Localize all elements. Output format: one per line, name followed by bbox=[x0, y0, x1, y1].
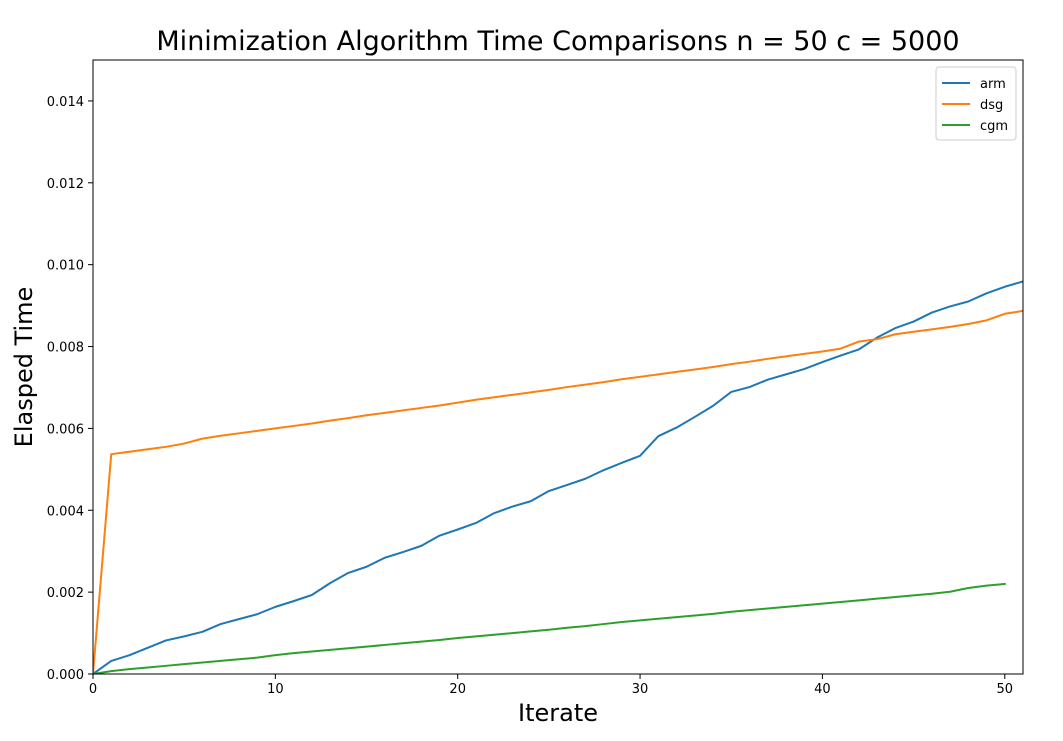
legend-label-cgm: cgm bbox=[980, 119, 1008, 134]
series-layer bbox=[93, 280, 1023, 674]
y-tick-label: 0.006 bbox=[47, 422, 84, 437]
y-tick-label: 0.010 bbox=[47, 259, 84, 274]
legend-box bbox=[935, 66, 1017, 141]
x-tick-label: 40 bbox=[814, 682, 831, 697]
x-axis-ticks: 0 10 20 30 40 50 bbox=[89, 674, 1013, 697]
y-tick-label: 0.000 bbox=[47, 668, 84, 683]
x-tick-label: 0 bbox=[89, 682, 97, 697]
x-tick-label: 20 bbox=[449, 682, 466, 697]
y-tick-label: 0.008 bbox=[47, 341, 84, 356]
chart-title: Minimization Algorithm Time Comparisons … bbox=[156, 26, 959, 57]
y-axis-ticks: 0.000 0.002 0.004 0.006 0.008 0.010 0.012 0.014 bbox=[47, 95, 93, 683]
x-tick-label: 50 bbox=[996, 682, 1013, 697]
y-tick-label: 0.012 bbox=[47, 177, 84, 192]
legend-label-dsg: dsg bbox=[980, 98, 1003, 113]
x-tick-label: 30 bbox=[632, 682, 649, 697]
x-axis-label: Iterate bbox=[518, 699, 598, 727]
y-tick-label: 0.014 bbox=[47, 95, 84, 110]
y-tick-label: 0.002 bbox=[47, 586, 84, 601]
series-line-dsg bbox=[93, 309, 1023, 674]
y-tick-label: 0.004 bbox=[47, 504, 84, 519]
x-tick-label: 10 bbox=[267, 682, 284, 697]
legend-label-arm: arm bbox=[980, 77, 1006, 92]
plot-frame bbox=[92, 59, 1024, 675]
y-axis-label: Elasped Time bbox=[10, 287, 38, 448]
series-line-arm bbox=[93, 280, 1023, 674]
legend: arm dsg cgm bbox=[935, 66, 1017, 141]
series-line-cgm bbox=[93, 582, 1006, 674]
